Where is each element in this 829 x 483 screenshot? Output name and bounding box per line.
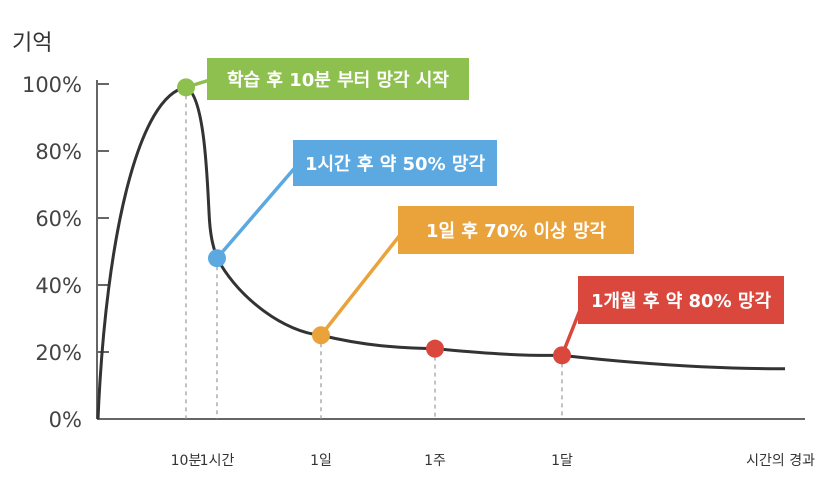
y-tick-label: 80% [35,140,82,164]
callout-label: 1일 후 70% 이상 망각 [426,221,606,242]
x-tick-label: 1달 [551,453,573,469]
callout-connector [215,161,301,260]
callout-box [398,206,634,254]
y-tick-label: 0% [49,408,82,432]
y-tick-label: 20% [35,341,82,365]
x-tick-label: 1주 [424,453,446,469]
callout-label: 1시간 후 약 50% 망각 [305,153,485,175]
guide-lines [185,87,563,419]
axes [96,80,805,420]
callout-connector [319,228,406,337]
data-point-marker [426,339,444,358]
callout-box [578,276,784,324]
x-axis-title: 시간의 경과 [746,453,815,469]
callouts: 학습 후 10분 부터 망각 시작 1시간 후 약 50% 망각 1일 후 70% … [177,58,784,365]
y-tick-label: 40% [35,274,82,298]
callout-box [207,58,469,100]
x-tick-label: 1시간 [200,453,235,469]
y-tick-label: 100% [22,73,82,97]
y-tick-label: 60% [35,207,82,231]
y-axis-title: 기억 [12,31,52,56]
x-tick-label: 10분 [171,453,202,469]
callout-box [293,140,497,186]
y-axis-ticks: 0% 20% 40% 60% 80% 100% [22,73,82,432]
x-tick-label: 1일 [310,453,332,469]
callout-label: 학습 후 10분 부터 망각 시작 [227,69,449,91]
callout-label: 1개월 후 약 80% 망각 [591,290,771,312]
